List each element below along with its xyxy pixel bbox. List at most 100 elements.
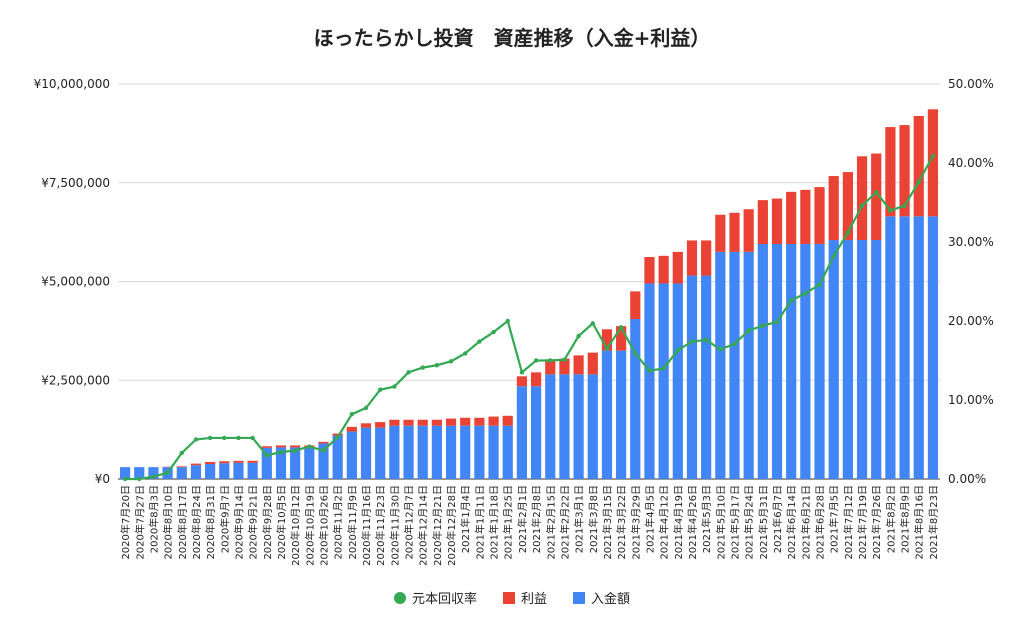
x-tick-label: 2021年2月8日 xyxy=(530,485,543,553)
point-recovery-rate xyxy=(193,437,199,442)
y-right-tick-label: 50.00% xyxy=(948,77,994,91)
x-tick-label: 2020年9月14日 xyxy=(232,485,245,560)
bar-profit xyxy=(573,355,584,375)
point-recovery-rate xyxy=(292,448,298,453)
bar-profit xyxy=(630,291,641,320)
x-tick-label: 2020年11月23日 xyxy=(374,485,387,566)
point-recovery-rate xyxy=(519,370,525,375)
x-tick-label: 2020年11月2日 xyxy=(332,485,345,560)
bar-profit xyxy=(233,460,244,463)
bar-deposit xyxy=(686,275,698,479)
x-tick-label: 2021年6月7日 xyxy=(771,485,784,553)
x-tick-label: 2020年10月26日 xyxy=(318,485,331,566)
legend-item-recovery[interactable]: 元本回収率 xyxy=(393,588,477,607)
point-recovery-rate xyxy=(576,333,581,339)
bar-deposit xyxy=(190,465,202,479)
bar-deposit xyxy=(814,243,825,479)
bar-profit xyxy=(403,419,414,426)
legend-swatch-profit xyxy=(502,591,515,604)
legend-item-deposit[interactable]: 入金額 xyxy=(573,588,630,607)
bar-profit xyxy=(771,198,783,244)
bar-deposit xyxy=(913,216,924,479)
point-recovery-rate xyxy=(349,412,355,417)
x-tick-label: 2020年8月17日 xyxy=(176,485,189,560)
bar-deposit xyxy=(927,216,939,479)
point-recovery-rate xyxy=(363,405,369,411)
legend-swatch-deposit xyxy=(573,591,585,604)
point-recovery-rate xyxy=(817,282,822,287)
bar-deposit xyxy=(460,425,471,479)
point-recovery-rate xyxy=(930,153,936,159)
point-recovery-rate xyxy=(618,325,624,330)
bar-profit xyxy=(786,191,797,244)
legend-label-profit: 利益 xyxy=(520,592,547,607)
x-tick-label: 2021年8月9日 xyxy=(899,485,912,553)
bar-deposit xyxy=(261,447,272,479)
point-recovery-rate xyxy=(448,359,454,364)
bar-deposit xyxy=(176,467,187,479)
y-right-tick-label: 10.00% xyxy=(948,393,994,407)
point-recovery-rate xyxy=(902,203,907,208)
bar-profit xyxy=(205,462,216,464)
y-right-tick-label: 0.00% xyxy=(948,472,986,486)
legend-item-profit[interactable]: 利益 xyxy=(502,588,547,607)
bar-profit xyxy=(828,176,839,241)
point-recovery-rate xyxy=(307,444,312,449)
x-tick-label: 2021年8月23日 xyxy=(927,485,940,560)
bar-profit xyxy=(672,251,683,284)
bar-deposit xyxy=(757,243,768,479)
bar-deposit xyxy=(445,425,457,479)
bar-profit xyxy=(431,419,442,426)
bar-deposit xyxy=(205,463,216,479)
y-left-tick-label: ¥2,500,000 xyxy=(41,373,110,387)
bar-deposit xyxy=(474,425,485,479)
x-tick-label: 2020年7月27日 xyxy=(133,485,146,560)
bar-profit xyxy=(913,115,924,217)
point-recovery-rate xyxy=(377,387,383,392)
bar-profit xyxy=(729,212,740,252)
point-recovery-rate xyxy=(803,291,808,296)
point-recovery-rate xyxy=(689,339,695,344)
x-tick-label: 2020年10月19日 xyxy=(303,485,316,566)
point-recovery-rate xyxy=(633,351,638,356)
point-recovery-rate xyxy=(732,341,737,347)
x-tick-label: 2020年12月14日 xyxy=(417,485,430,566)
x-tick-label: 2021年1月25日 xyxy=(502,485,515,560)
bar-profit xyxy=(800,189,811,244)
point-recovery-rate xyxy=(845,230,851,235)
point-recovery-rate xyxy=(548,358,553,363)
point-recovery-rate xyxy=(916,179,921,185)
bar-deposit xyxy=(601,350,613,479)
bar-profit xyxy=(871,153,882,241)
bar-deposit xyxy=(587,374,598,479)
bar-profit xyxy=(275,445,287,448)
x-tick-label: 2021年3月15日 xyxy=(601,485,614,560)
x-tick-label: 2021年5月3日 xyxy=(700,485,713,553)
bar-profit xyxy=(318,441,329,444)
x-tick-label: 2020年12月28日 xyxy=(445,485,458,566)
bar-deposit xyxy=(771,243,783,479)
legend-label-recovery: 元本回収率 xyxy=(411,592,477,607)
bar-deposit xyxy=(828,240,839,479)
point-recovery-rate xyxy=(505,318,510,324)
x-tick-label: 2021年2月15日 xyxy=(544,485,557,560)
y-right-tick-label: 40.00% xyxy=(948,156,994,170)
point-recovery-rate xyxy=(859,203,865,208)
bar-deposit xyxy=(743,251,754,479)
bar-profit xyxy=(190,463,202,466)
bar-deposit xyxy=(856,240,868,479)
point-recovery-rate xyxy=(774,319,780,324)
point-recovery-rate xyxy=(236,435,241,441)
bar-deposit xyxy=(885,216,896,479)
bar-deposit xyxy=(729,251,740,479)
x-tick-label: 2021年6月14日 xyxy=(785,485,798,560)
x-tick-label: 2021年6月28日 xyxy=(814,485,827,560)
x-tick-label: 2021年4月19日 xyxy=(672,485,685,560)
point-recovery-rate xyxy=(760,323,766,328)
bar-profit xyxy=(261,446,272,448)
bar-profit xyxy=(219,461,230,464)
point-recovery-rate xyxy=(250,435,255,441)
point-recovery-rate xyxy=(278,449,284,455)
